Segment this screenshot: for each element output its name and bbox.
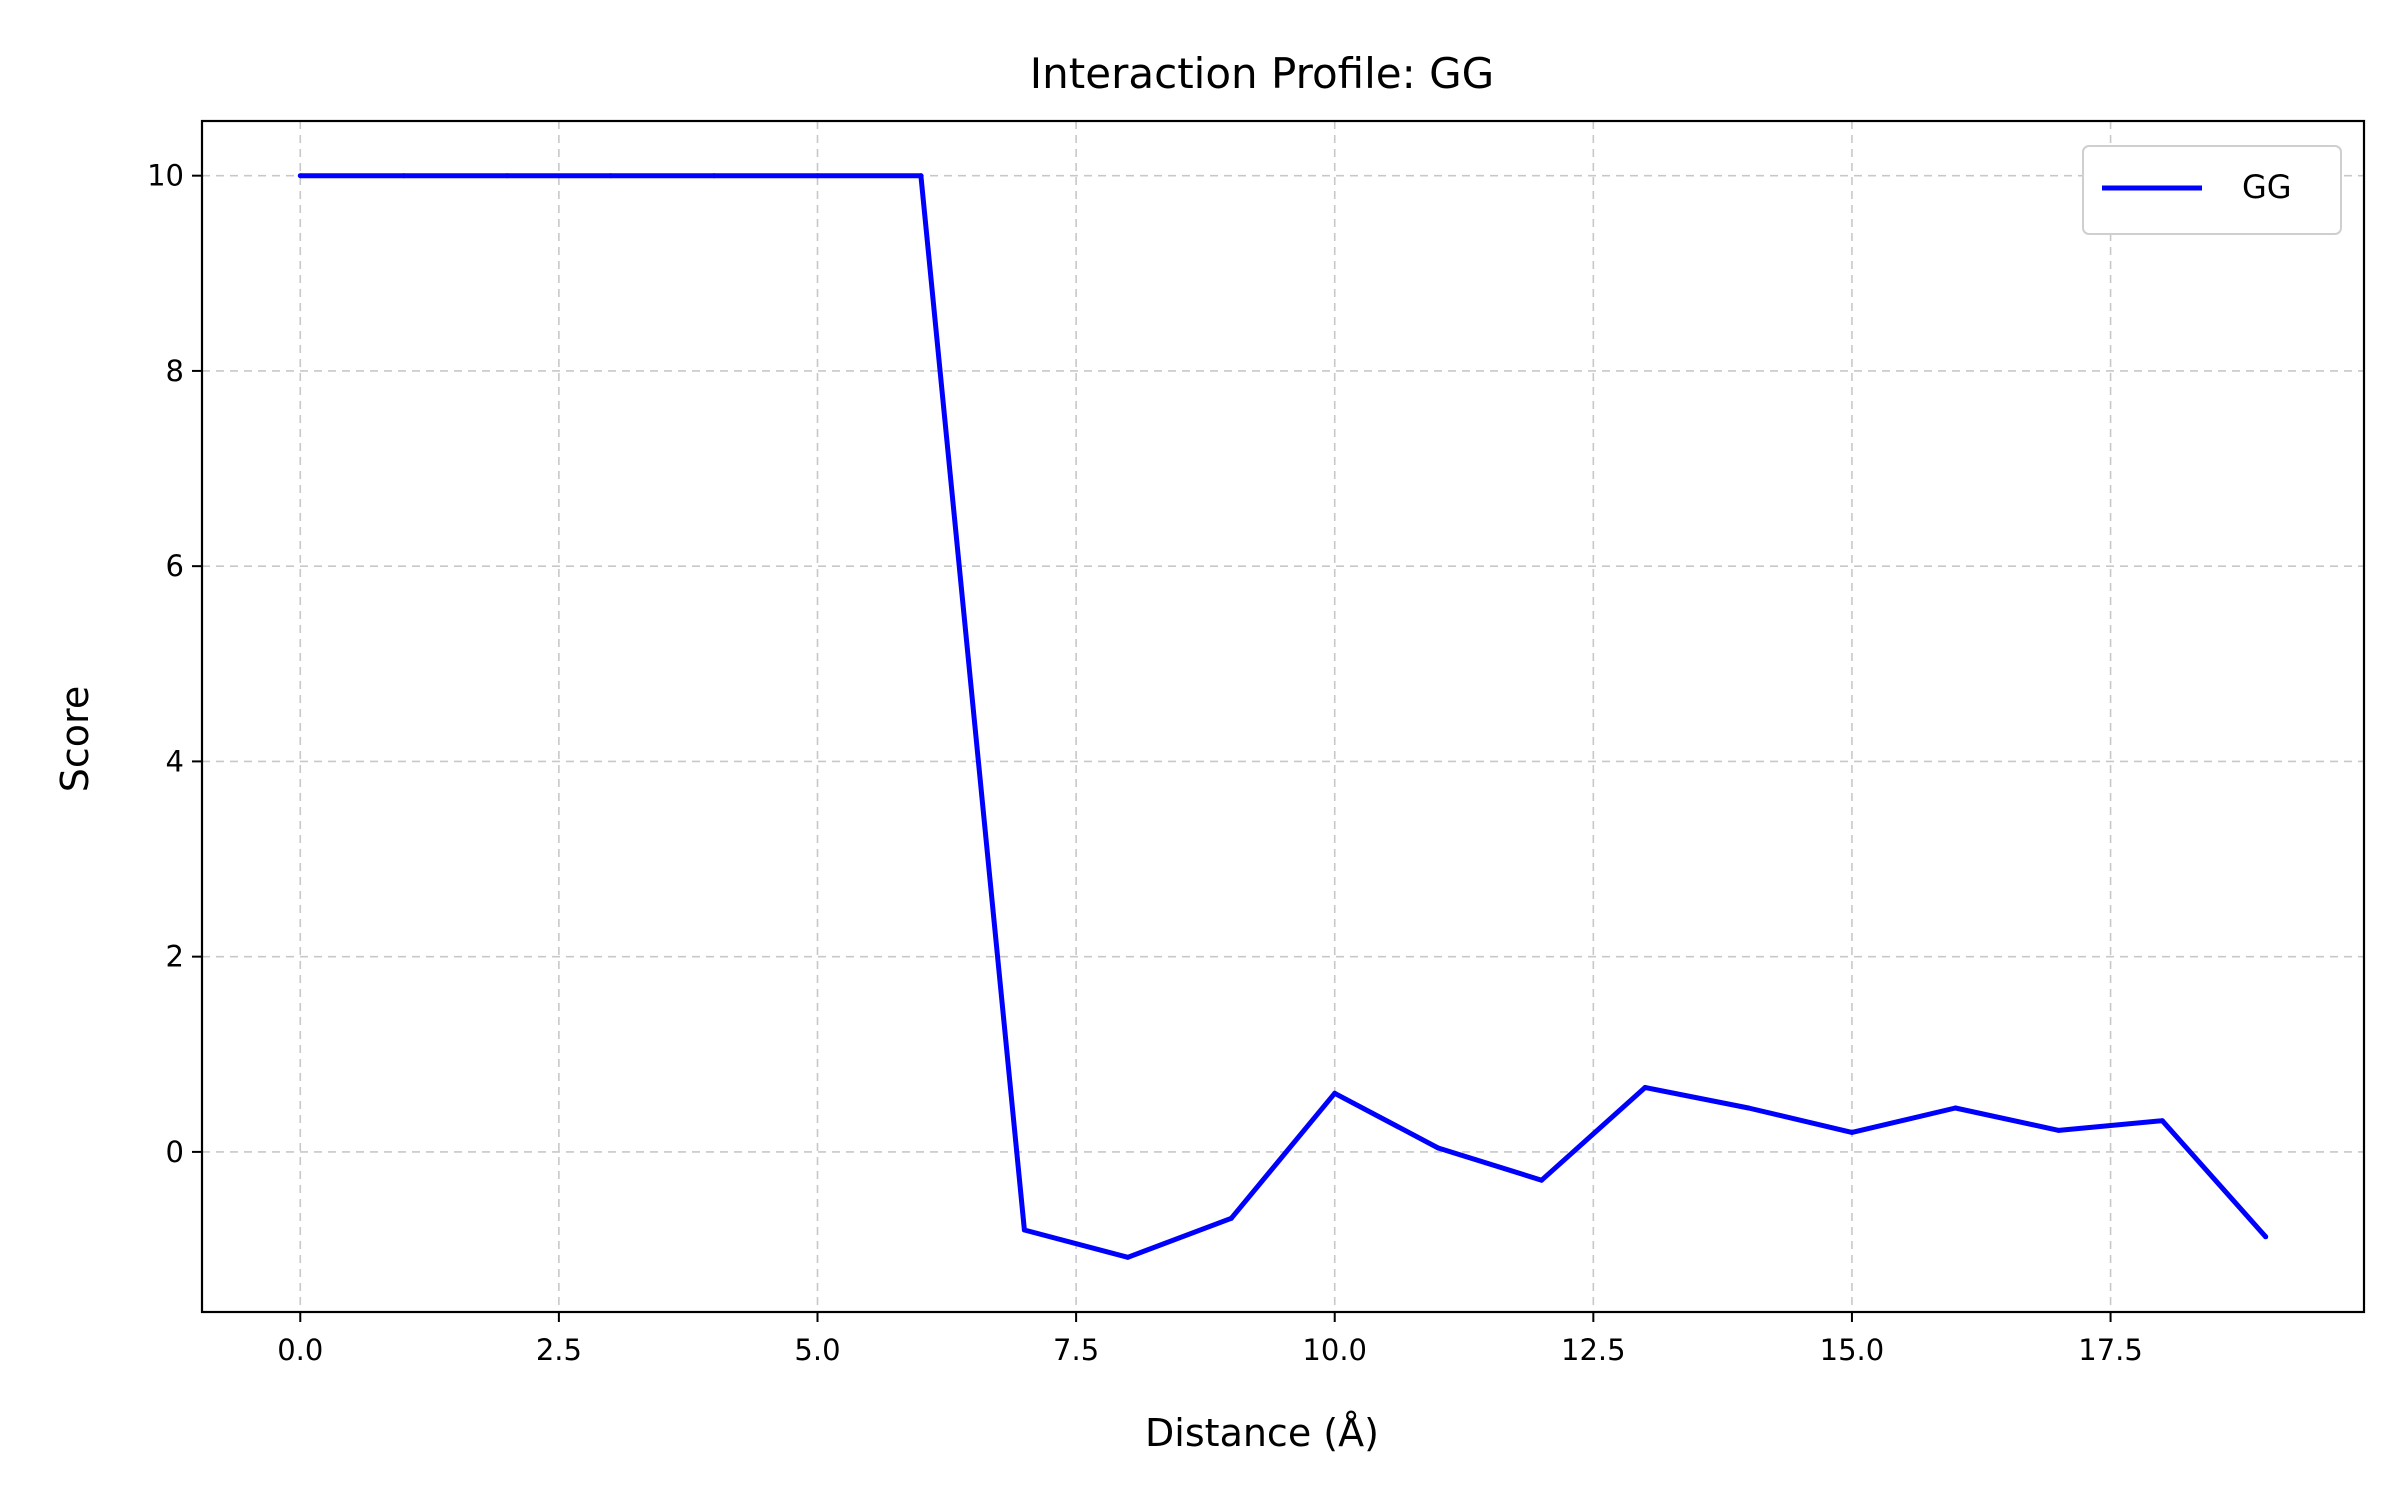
y-tick-label: 6: [166, 549, 184, 583]
legend-label: GG: [2242, 168, 2292, 206]
data-point: [1642, 1085, 1648, 1090]
data-point: [1228, 1215, 1234, 1221]
data-point: [2159, 1118, 2165, 1124]
y-tick-label: 8: [166, 354, 184, 388]
data-point: [297, 173, 303, 179]
data-point: [711, 173, 717, 179]
x-tick-label: 5.0: [794, 1333, 840, 1367]
series-lines: [297, 173, 2269, 1260]
data-point: [1125, 1254, 1131, 1260]
x-axis-label: Distance (Å): [1145, 1411, 1379, 1455]
chart-title: Interaction Profile: GG: [1030, 49, 1494, 98]
y-tick-label: 4: [166, 744, 184, 778]
x-tick-label: 17.5: [2078, 1333, 2143, 1367]
x-tick-label: 2.5: [536, 1333, 582, 1367]
plot-frame: [200, 119, 2366, 1314]
y-tick-label: 10: [147, 159, 184, 193]
data-point: [2056, 1127, 2062, 1133]
data-point: [504, 173, 510, 179]
y-tick-label: 2: [166, 940, 184, 974]
x-tick-label: 12.5: [1561, 1333, 1626, 1367]
data-point: [1021, 1227, 1027, 1233]
y-axis-label: Score: [53, 686, 97, 792]
x-tick-label: 10.0: [1302, 1333, 1367, 1367]
x-axis: 0.0 2.5 5.0 7.5 10.0 12.5 15.0 17.5: [277, 1312, 2143, 1367]
data-point: [1952, 1105, 1958, 1111]
data-point: [1849, 1129, 1855, 1135]
x-tick-label: 0.0: [277, 1333, 323, 1367]
legend-box: [2082, 145, 2342, 235]
data-point: [815, 173, 820, 179]
y-tick-label: 0: [166, 1135, 184, 1169]
data-point: [1746, 1105, 1751, 1111]
data-point: [918, 173, 924, 179]
x-tick-label: 15.0: [1820, 1333, 1885, 1367]
series-line-gg: [300, 173, 2268, 1260]
data-point: [1539, 1177, 1545, 1183]
data-point: [401, 173, 407, 179]
data-point: [1332, 1090, 1338, 1096]
data-point: [608, 173, 614, 179]
legend: GG: [2082, 145, 2342, 235]
x-tick-label: 7.5: [1053, 1333, 1099, 1367]
data-point: [1435, 1145, 1441, 1151]
y-axis: 0 2 4 6 8 10: [147, 159, 202, 1169]
data-point: [2263, 1234, 2269, 1240]
